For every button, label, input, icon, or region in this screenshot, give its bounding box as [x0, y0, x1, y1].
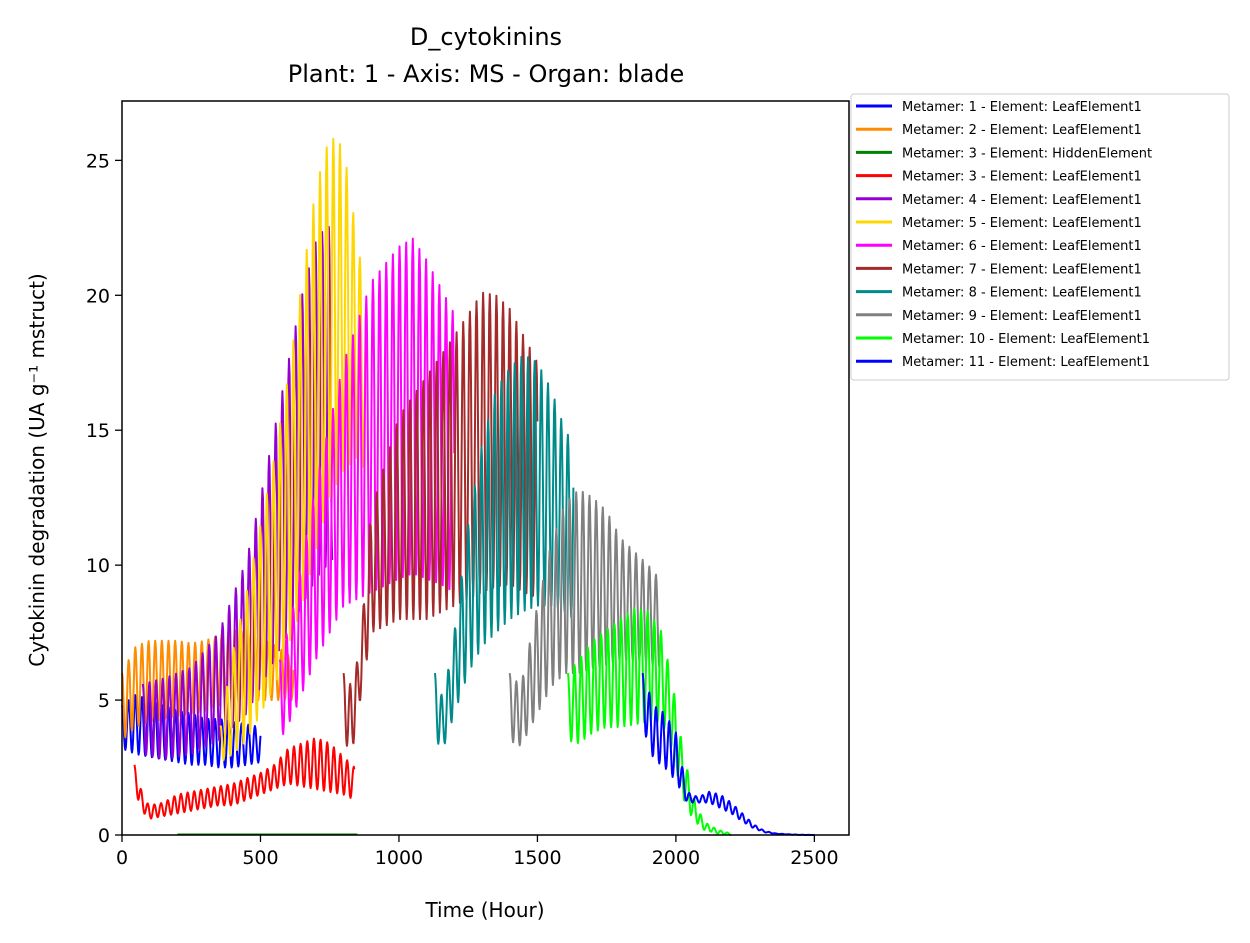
x-axis-label: Time (Hour) [424, 898, 544, 922]
series-line-8 [342, 291, 539, 747]
legend-label: Metamer: 3 - Element: HiddenElement [902, 146, 1152, 161]
x-tick-label: 0 [116, 847, 128, 869]
plot-frame [121, 100, 850, 836]
chart-title: D_cytokinins [410, 23, 562, 51]
y-tick-label: 10 [86, 555, 110, 577]
legend-label: Metamer: 3 - Element: LeafElement1 [902, 170, 1142, 185]
y-tick-label: 25 [86, 150, 110, 172]
legend-label: Metamer: 10 - Element: LeafElement1 [902, 332, 1150, 347]
series-line-11 [566, 607, 732, 836]
legend-label: Metamer: 2 - Element: LeafElement1 [902, 123, 1142, 138]
y-tick-label: 5 [98, 690, 110, 712]
series-line-5 [141, 226, 334, 760]
legend: Metamer: 1 - Element: LeafElement1 Metame… [850, 93, 1230, 381]
y-tick-label: 20 [86, 285, 110, 307]
legend-label: Metamer: 5 - Element: LeafElement1 [902, 216, 1142, 231]
series-line-10 [508, 490, 661, 747]
legend-label: Metamer: 11 - Element: LeafElement1 [902, 355, 1150, 370]
y-tick-label: 15 [86, 420, 110, 442]
legend-label: Metamer: 9 - Element: LeafElement1 [902, 309, 1142, 324]
legend-label: Metamer: 4 - Element: LeafElement1 [902, 193, 1142, 208]
x-tick-label: 1000 [375, 847, 423, 869]
legend-label: Metamer: 7 - Element: LeafElement1 [902, 262, 1142, 277]
series-line-4 [133, 737, 356, 820]
x-axis: 0 500 1000 1500 2000 2500 [116, 835, 839, 869]
legend-label: Metamer: 1 - Element: LeafElement1 [902, 100, 1142, 115]
x-tick-label: 2000 [652, 847, 700, 869]
legend-label: Metamer: 6 - Element: LeafElement1 [902, 239, 1142, 254]
y-axis: 0 5 10 15 20 25 [86, 150, 122, 847]
x-tick-label: 500 [242, 847, 278, 869]
legend-label: Metamer: 8 - Element: LeafElement1 [902, 286, 1142, 301]
x-tick-label: 1500 [513, 847, 561, 869]
series-line-7 [278, 237, 456, 736]
chart-subtitle: Plant: 1 - Axis: MS - Organ: blade [288, 60, 685, 88]
x-tick-label: 2500 [790, 847, 838, 869]
y-axis-label: Cytokinin degradation (UA g⁻¹ mstruct) [25, 273, 49, 666]
plot-area [121, 137, 815, 836]
legend-box [850, 93, 1230, 381]
series-line-6 [219, 137, 367, 761]
y-tick-label: 0 [98, 825, 110, 847]
